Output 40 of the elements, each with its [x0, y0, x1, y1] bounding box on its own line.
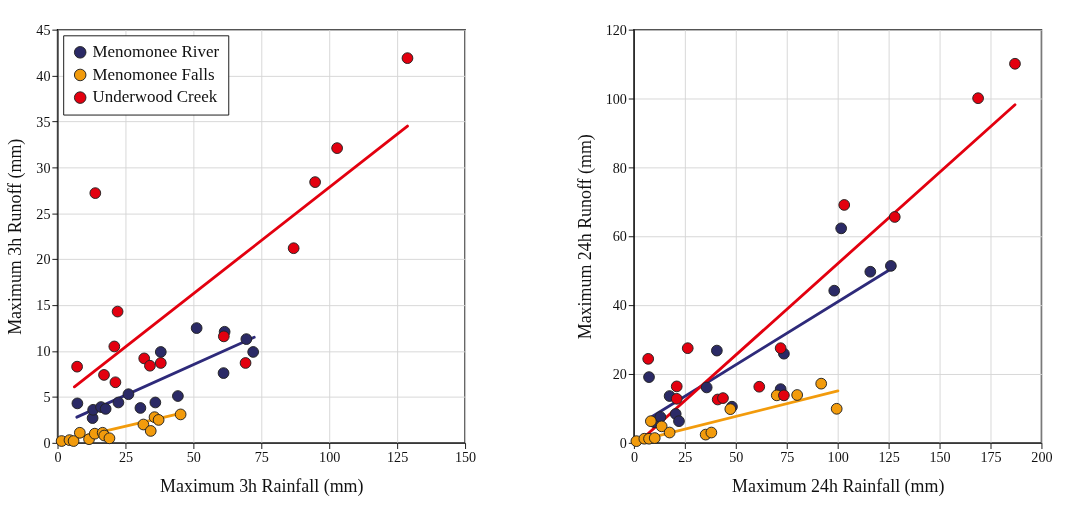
legend-label: Menomonee River [92, 42, 220, 62]
x-tick-label: 200 [1031, 449, 1053, 466]
x-tick-label: 75 [254, 449, 269, 466]
y-tick-label: 80 [612, 159, 627, 176]
legend-label: Underwood Creek [92, 87, 218, 107]
x-tick-label: 150 [929, 449, 951, 466]
x-axis-title: Maximum 24h Rainfall (mm) [732, 476, 945, 498]
y-tick-label: 20 [36, 251, 51, 268]
x-tick-label: 50 [186, 449, 201, 466]
x-tick-label: 100 [319, 449, 341, 466]
legend-label: Menomonee Falls [92, 64, 215, 84]
y-tick-label: 25 [36, 205, 51, 222]
x-tick-label: 100 [827, 449, 849, 466]
y-axis-title: Maximum 24h Runoff (mm) [574, 134, 596, 340]
y-tick-label: 20 [612, 366, 627, 383]
y-tick-label: 45 [36, 21, 51, 38]
x-tick-label: 175 [980, 449, 1002, 466]
y-tick-label: 40 [36, 67, 51, 84]
y-tick-label: 30 [36, 159, 51, 176]
y-tick-label: 100 [605, 90, 627, 107]
x-tick-label: 125 [878, 449, 900, 466]
y-tick-label: 5 [43, 389, 51, 406]
y-tick-label: 120 [605, 21, 627, 38]
y-tick-label: 15 [36, 297, 51, 314]
x-tick-label: 0 [630, 449, 638, 466]
y-axis-title: Maximum 3h Runoff (mm) [5, 138, 27, 335]
x-tick-label: 125 [387, 449, 409, 466]
y-tick-label: 0 [619, 435, 627, 452]
x-axis-title: Maximum 3h Rainfall (mm) [160, 476, 364, 498]
x-tick-label: 150 [454, 449, 477, 466]
x-tick-label: 75 [780, 449, 795, 466]
y-tick-label: 10 [36, 343, 51, 360]
y-tick-label: 0 [43, 435, 51, 452]
x-tick-label: 0 [54, 449, 62, 466]
y-tick-label: 40 [612, 297, 627, 314]
x-tick-label: 25 [678, 449, 693, 466]
y-tick-label: 35 [36, 113, 51, 130]
y-tick-label: 60 [612, 228, 627, 245]
x-tick-label: 50 [729, 449, 744, 466]
x-tick-label: 25 [118, 449, 134, 466]
